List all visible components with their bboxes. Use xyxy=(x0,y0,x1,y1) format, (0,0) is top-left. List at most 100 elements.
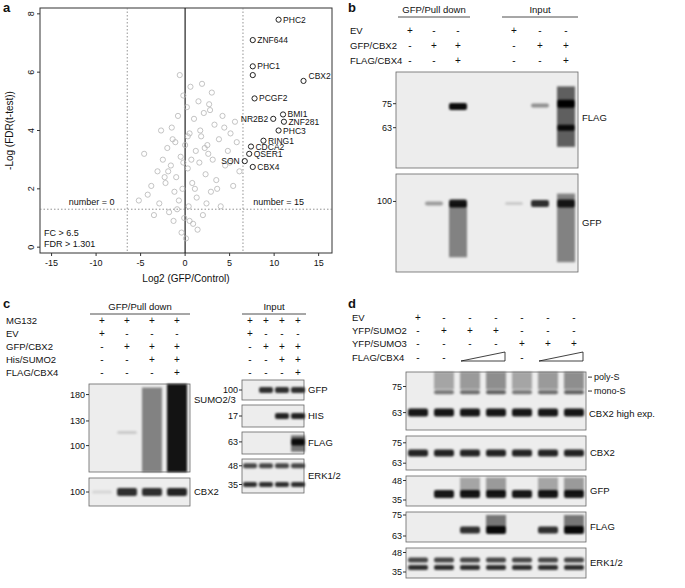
data-point xyxy=(196,99,201,104)
point-label: PHC3 xyxy=(283,126,306,136)
smear xyxy=(142,388,162,472)
lane-sign: + xyxy=(295,367,301,378)
lane-sign: + xyxy=(415,312,421,323)
lane-group-header: Input xyxy=(529,4,550,15)
antibody-label: FLAG xyxy=(590,521,615,532)
lane-sign: - xyxy=(408,55,411,66)
data-point xyxy=(195,227,200,232)
lane-sign: - xyxy=(416,325,419,336)
band xyxy=(117,488,137,496)
lane-sign: - xyxy=(100,354,103,365)
condition-label: FLAG/CBX4 xyxy=(350,55,402,66)
lane-sign: - xyxy=(408,40,411,51)
data-point xyxy=(197,160,202,165)
band xyxy=(557,100,575,108)
y-tick xyxy=(37,72,40,73)
mw-marker: 100 xyxy=(70,487,85,497)
lane-sign: + xyxy=(174,315,180,326)
data-point xyxy=(220,113,225,118)
data-point xyxy=(214,177,219,182)
band xyxy=(243,463,257,468)
lane-sign: - xyxy=(248,367,251,378)
lane-sign: - xyxy=(248,354,251,365)
data-point xyxy=(207,102,212,107)
y-tick-label: 6 xyxy=(26,70,36,75)
lane-sign: - xyxy=(125,328,128,339)
marker-tick xyxy=(403,552,406,553)
lane-sign: - xyxy=(264,367,267,378)
band xyxy=(564,490,584,498)
band xyxy=(512,390,532,394)
marker-tick xyxy=(239,441,242,442)
data-point xyxy=(231,183,236,188)
mw-marker: 63 xyxy=(392,531,402,541)
point-label: CBX2 xyxy=(309,71,331,81)
x-tick xyxy=(140,253,141,256)
data-point xyxy=(184,105,189,110)
lane-sign: - xyxy=(512,40,515,51)
data-point xyxy=(169,125,174,130)
data-point xyxy=(180,186,185,191)
blot xyxy=(406,512,586,542)
lane-sign: + xyxy=(99,328,105,339)
bands xyxy=(243,463,305,487)
lane-sign: + xyxy=(279,315,285,326)
band xyxy=(259,387,273,393)
panel-label: d xyxy=(348,296,356,311)
data-point xyxy=(166,169,171,174)
data-point xyxy=(276,128,281,133)
data-point xyxy=(206,151,211,156)
bands xyxy=(425,194,575,263)
antibody-label: FLAG xyxy=(582,112,607,123)
bands xyxy=(408,372,584,417)
data-point xyxy=(207,107,212,112)
band xyxy=(92,491,112,494)
plot-area xyxy=(40,8,332,253)
lane-sign: - xyxy=(468,338,471,349)
annotation: number = 0 xyxy=(69,197,115,207)
lane-sign: + xyxy=(455,40,461,51)
band-label: poly-S xyxy=(594,372,620,382)
band xyxy=(486,450,506,457)
band xyxy=(564,409,584,417)
data-point xyxy=(203,172,208,177)
wedge xyxy=(539,352,583,361)
antibody-label: FLAG xyxy=(308,437,333,448)
bands xyxy=(291,435,305,452)
smear xyxy=(512,372,532,389)
lane-sign: - xyxy=(442,338,445,349)
lane-sign: - xyxy=(494,338,497,349)
lane-sign: + xyxy=(431,40,437,51)
band xyxy=(243,482,257,487)
data-point xyxy=(189,157,194,162)
data-point xyxy=(181,93,186,98)
data-point xyxy=(232,119,237,124)
data-point xyxy=(191,221,196,226)
band xyxy=(275,463,289,468)
data-point xyxy=(194,195,199,200)
band xyxy=(434,450,454,457)
condition-label: His/SUMO2 xyxy=(6,354,56,365)
band xyxy=(460,558,480,563)
data-point xyxy=(178,154,183,159)
antibody-label: HIS xyxy=(308,410,324,421)
band xyxy=(142,488,162,496)
header-line xyxy=(398,17,470,18)
lane-sign: - xyxy=(442,352,445,363)
data-point xyxy=(160,157,165,162)
data-point xyxy=(210,157,215,162)
marker-tick xyxy=(393,103,396,104)
lane-sign: - xyxy=(546,312,549,323)
smear xyxy=(434,372,454,389)
band xyxy=(460,565,480,570)
mw-marker: 17 xyxy=(228,411,238,421)
marker-tick xyxy=(403,536,406,537)
band xyxy=(434,409,454,417)
lane-sign: - xyxy=(520,352,523,363)
mw-marker: 63 xyxy=(228,437,238,447)
marker-tick xyxy=(403,463,406,464)
band xyxy=(275,387,289,393)
point-label: PHC1 xyxy=(257,61,280,71)
lane-sign: + xyxy=(295,315,301,326)
data-point xyxy=(212,122,217,127)
